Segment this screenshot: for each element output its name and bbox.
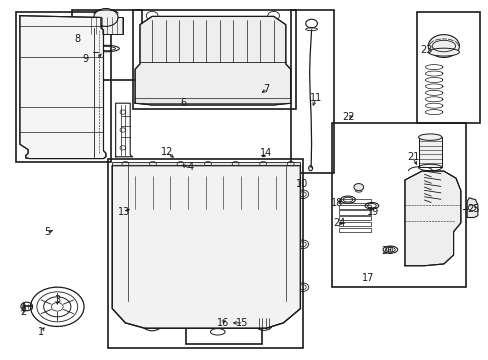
- Text: 13: 13: [118, 207, 130, 217]
- Bar: [339, 210, 370, 215]
- Bar: [416, 12, 479, 123]
- Text: 16: 16: [217, 318, 229, 328]
- Ellipse shape: [427, 48, 458, 56]
- Polygon shape: [466, 198, 477, 217]
- Bar: [339, 216, 370, 220]
- Bar: [28, 111, 47, 122]
- Text: 20: 20: [381, 247, 393, 256]
- Text: 1: 1: [38, 327, 44, 337]
- Bar: [283, 180, 292, 216]
- Text: 19: 19: [366, 207, 379, 217]
- Text: 15: 15: [235, 318, 248, 328]
- Text: 17: 17: [362, 273, 374, 283]
- Bar: [16, 12, 111, 162]
- Bar: [418, 137, 441, 167]
- Bar: [339, 228, 370, 232]
- Text: 6: 6: [180, 98, 186, 108]
- Polygon shape: [20, 16, 106, 158]
- Polygon shape: [135, 17, 290, 105]
- Polygon shape: [135, 98, 290, 103]
- Ellipse shape: [418, 134, 441, 140]
- Bar: [89, 18, 122, 33]
- Text: 7: 7: [263, 84, 269, 94]
- Polygon shape: [112, 162, 300, 166]
- Text: 25: 25: [466, 203, 478, 213]
- Bar: [130, 176, 281, 208]
- Text: 11: 11: [309, 93, 322, 103]
- Text: 18: 18: [330, 198, 342, 208]
- Bar: [72, 10, 142, 80]
- Text: 5: 5: [44, 227, 51, 237]
- Text: 12: 12: [160, 147, 173, 157]
- Bar: [339, 222, 370, 226]
- Text: 8: 8: [75, 34, 81, 44]
- Text: 2: 2: [20, 307, 26, 317]
- Text: 24: 24: [332, 218, 345, 228]
- Bar: [132, 10, 295, 109]
- Bar: [108, 158, 302, 348]
- Circle shape: [353, 184, 363, 191]
- Text: 14: 14: [260, 148, 272, 158]
- Text: 23: 23: [420, 45, 432, 55]
- Bar: [339, 199, 370, 203]
- Circle shape: [427, 35, 458, 58]
- Text: 22: 22: [341, 112, 354, 122]
- Bar: [331, 123, 465, 287]
- Bar: [28, 75, 47, 86]
- Text: 10: 10: [295, 179, 307, 189]
- Text: 4: 4: [187, 162, 194, 172]
- Circle shape: [94, 9, 118, 26]
- Bar: [290, 10, 334, 173]
- Bar: [186, 298, 261, 344]
- Polygon shape: [404, 171, 460, 266]
- Bar: [28, 93, 47, 104]
- Text: 3: 3: [54, 295, 60, 305]
- Bar: [339, 204, 370, 209]
- Bar: [120, 180, 130, 216]
- Text: 9: 9: [82, 54, 88, 64]
- Text: 21: 21: [407, 152, 419, 162]
- Polygon shape: [112, 166, 300, 328]
